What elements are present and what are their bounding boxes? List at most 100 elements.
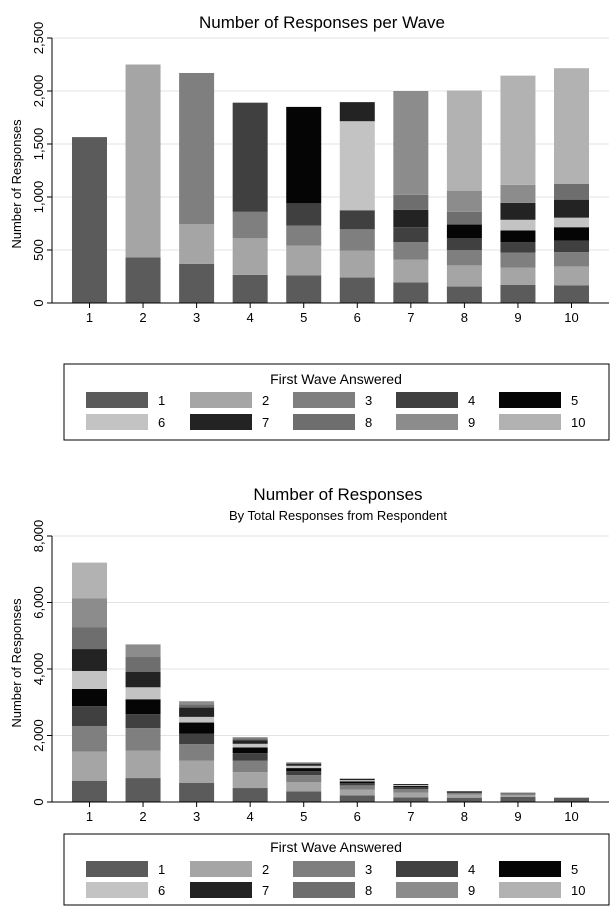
chart-2-bar-segment-x1-wave10 — [71, 562, 107, 599]
chart-1-legend-swatch-6 — [86, 414, 148, 430]
chart-1-bar-segment-x5-wave4 — [286, 203, 322, 226]
chart-1-bar-segment-x10-wave4 — [554, 240, 590, 253]
chart-1-bar-segment-x9-wave6 — [500, 219, 536, 231]
chart-1-bar-segment-x4-wave2 — [232, 238, 268, 275]
chart-2-legend-swatch-6 — [86, 882, 148, 898]
chart-2-bar-segment-x3-wave7 — [179, 707, 215, 717]
chart-1-bar-segment-x9-wave1 — [500, 284, 536, 303]
chart-1-y-tick-label: 1,000 — [31, 181, 46, 214]
chart-1-bar-segment-x7-wave8 — [393, 194, 429, 210]
chart-2-bar-segment-x1-wave3 — [71, 726, 107, 752]
chart-1-bar-segment-x9-wave7 — [500, 202, 536, 220]
chart-2-legend-swatch-9 — [396, 882, 458, 898]
chart-2-bar-segment-x8-wave1 — [446, 797, 482, 802]
chart-2-bar-segment-x5-wave6 — [286, 765, 322, 769]
chart-2-legend-label-4: 4 — [468, 862, 475, 877]
chart-1-bar-segment-x9-wave5 — [500, 230, 536, 243]
chart-1-legend-label-6: 6 — [158, 415, 165, 430]
chart-1-bar-segment-x10-wave10 — [554, 68, 590, 184]
chart-2-x-tick-label: 2 — [139, 809, 146, 824]
chart-1-x-tick-label: 1 — [86, 310, 93, 325]
chart-2-bar-segment-x3-wave3 — [179, 744, 215, 761]
chart-1-bar-segment-x6-wave2 — [339, 250, 375, 278]
chart-2-bar-segment-x5-wave1 — [286, 791, 322, 802]
chart-2-bar-segment-x9-wave3 — [500, 793, 536, 796]
chart-2-bar-segment-x7-wave4 — [393, 787, 429, 790]
chart-1-bar-segment-x9-wave3 — [500, 252, 536, 268]
chart-2-bar-segment-x3-wave4 — [179, 733, 215, 745]
chart-1-legend-swatch-2 — [190, 392, 252, 408]
chart-2-bar-segment-x4-wave7 — [232, 740, 268, 744]
chart-2-bar-segment-x4-wave1 — [232, 788, 268, 802]
chart-2-x-tick-label: 8 — [461, 809, 468, 824]
chart-1-legend-label-9: 9 — [468, 415, 475, 430]
chart-2-x-tick-label: 3 — [193, 809, 200, 824]
chart-1-bar-segment-x5-wave3 — [286, 225, 322, 246]
chart-1-bar-segment-x10-wave1 — [554, 285, 590, 303]
chart-2-legend-label-9: 9 — [468, 883, 475, 898]
chart-2-legend-label-10: 10 — [571, 883, 585, 898]
chart-2-legend-title: First Wave Answered — [270, 839, 402, 855]
chart-1-legend-swatch-8 — [293, 414, 355, 430]
chart-1-bar-segment-x10-wave6 — [554, 217, 590, 228]
chart-1-bar-segment-x10-wave8 — [554, 183, 590, 200]
chart-2-bar-segment-x5-wave2 — [286, 782, 322, 792]
chart-1-bar-segment-x7-wave1 — [393, 282, 429, 303]
chart-2-bar-segment-x1-wave4 — [71, 706, 107, 727]
chart-1-legend-items: 1 2 3 4 5 6 7 8 9 10 — [86, 392, 585, 430]
chart-1-legend-title: First Wave Answered — [270, 371, 402, 387]
chart-1-bar-segment-x8-wave9 — [446, 190, 482, 212]
chart-2-bar-segment-x5-wave3 — [286, 775, 322, 783]
chart-2-legend-label-8: 8 — [365, 883, 372, 898]
chart-2-x-tick-label: 6 — [354, 809, 361, 824]
chart-1-bar-segment-x7-wave4 — [393, 227, 429, 243]
chart-2-bar-segment-x5-wave7 — [286, 763, 322, 766]
chart-1-bar-segment-x10-wave3 — [554, 252, 590, 267]
chart-2-legend-label-6: 6 — [158, 883, 165, 898]
chart-1-bar-segment-x2-wave2 — [125, 64, 161, 258]
chart-1-legend-swatch-5 — [499, 392, 561, 408]
chart-1-bar-segment-x6-wave1 — [339, 277, 375, 303]
chart-2-legend-swatch-2 — [190, 861, 252, 877]
chart-1-y-tick-label: 500 — [31, 239, 46, 261]
chart-2-bar-segment-x3-wave9 — [179, 701, 215, 705]
chart-1-x-tick-label: 7 — [407, 310, 414, 325]
chart-2-bar-segment-x6-wave6 — [339, 780, 375, 782]
chart-2-bar-segment-x2-wave1 — [125, 778, 161, 802]
chart-1-bar-segment-x6-wave4 — [339, 210, 375, 230]
chart-2-legend-swatch-3 — [293, 861, 355, 877]
chart-1-bar-segment-x8-wave1 — [446, 286, 482, 303]
chart-1-legend-label-1: 1 — [158, 393, 165, 408]
chart-1-legend-swatch-9 — [396, 414, 458, 430]
chart-1-bar-segment-x5-wave5 — [286, 106, 322, 204]
chart-2-bar-segment-x9-wave2 — [500, 795, 536, 798]
chart-2-legend-label-5: 5 — [571, 862, 578, 877]
chart-1-legend-label-5: 5 — [571, 393, 578, 408]
chart-1-bar-segment-x10-wave2 — [554, 266, 590, 286]
chart-2-x-tick-label: 1 — [86, 809, 93, 824]
chart-2-x-tick-label: 4 — [247, 809, 254, 824]
chart-2-y-tick-label: 6,000 — [31, 586, 46, 619]
chart-2-bar-segment-x5-wave8 — [286, 762, 322, 764]
chart-2-bar-segment-x8-wave4 — [446, 792, 482, 794]
chart-1-x-tick-label: 3 — [193, 310, 200, 325]
chart-2-bar-segment-x2-wave5 — [125, 699, 161, 715]
chart-2-bar-segment-x8-wave5 — [446, 791, 482, 793]
chart-2-bar-segment-x2-wave7 — [125, 671, 161, 688]
chart-2-legend-items: 1 2 3 4 5 6 7 8 9 10 — [86, 861, 585, 898]
chart-1-bar-segment-x8-wave10 — [446, 90, 482, 191]
chart-1-bar-segment-x3-wave1 — [179, 263, 215, 303]
chart-2-bar-segment-x2-wave4 — [125, 714, 161, 729]
chart-1-title: Number of Responses per Wave — [199, 13, 445, 32]
chart-2-legend-label-7: 7 — [262, 883, 269, 898]
chart-2-bar-segment-x1-wave2 — [71, 751, 107, 781]
chart-2-bar-segment-x3-wave1 — [179, 782, 215, 802]
chart-2-bar-segment-x2-wave8 — [125, 657, 161, 672]
chart-2-legend-swatch-4 — [396, 861, 458, 877]
chart-1-legend-label-4: 4 — [468, 393, 475, 408]
chart-2-plot-area: 0 2,000 4,000 6,000 8,000 1 2 3 4 5 6 7 8 9 10 — [31, 520, 609, 824]
chart-2-bar-segment-x8-wave2 — [446, 794, 482, 798]
chart-2-x-tick-label: 10 — [564, 809, 578, 824]
chart-2-bar-segment-x4-wave5 — [232, 747, 268, 754]
